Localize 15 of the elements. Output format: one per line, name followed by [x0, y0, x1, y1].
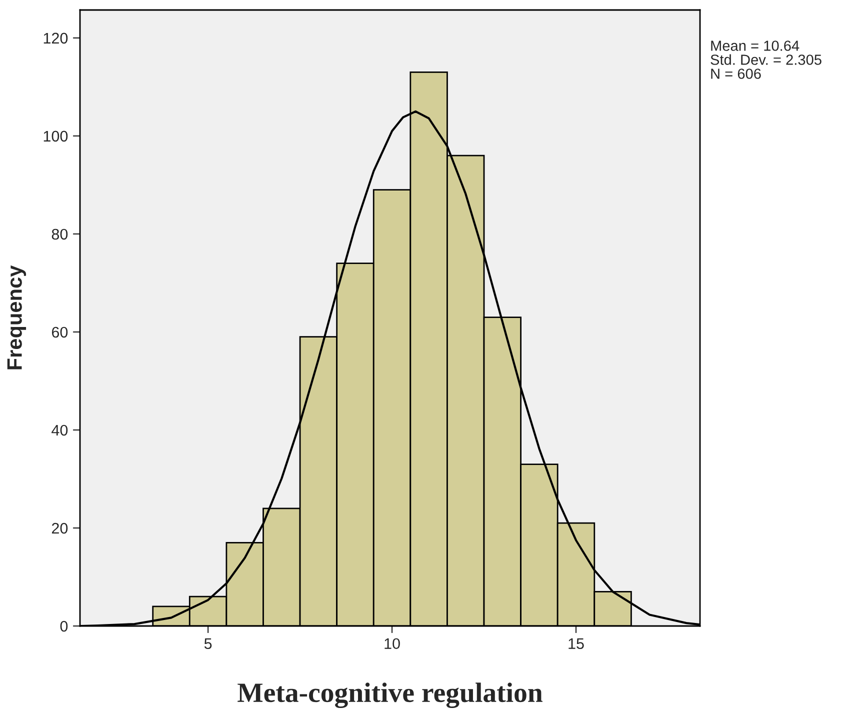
- x-axis-title: Meta-cognitive regulation: [238, 682, 542, 708]
- x-tick-label: 5: [204, 638, 212, 650]
- x-tick-label: 10: [384, 638, 400, 650]
- text: N = 606: [711, 68, 761, 79]
- y-axis-title: Frequency: [7, 265, 26, 370]
- y-tick-label: 20: [52, 522, 68, 534]
- y-tick-label: 60: [52, 326, 68, 338]
- y-tick-label: 120: [44, 32, 68, 44]
- x-tick-label: 15: [568, 638, 584, 650]
- y-tick-label: 0: [60, 620, 68, 632]
- text: Std. Dev. = 2.305: [710, 54, 822, 65]
- y-tick-label: 40: [52, 424, 68, 436]
- y-tick-label: 100: [44, 130, 68, 142]
- text: Mean = 10.64: [711, 40, 800, 51]
- y-tick-label: 80: [52, 228, 68, 240]
